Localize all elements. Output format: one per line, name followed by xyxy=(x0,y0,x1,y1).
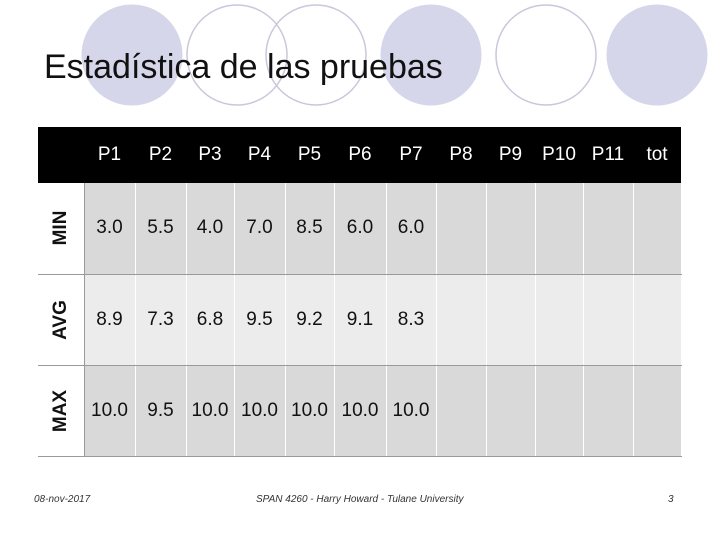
table-cell xyxy=(485,274,536,366)
table-cell xyxy=(485,365,536,457)
row-label-text: AVG xyxy=(49,299,71,340)
header-row: P1 P2 P3 P4 P5 P6 P7 P8 P9 P10 P11 tot xyxy=(38,127,681,183)
table-cell: 7.0 xyxy=(233,183,286,275)
column-header: P8 xyxy=(436,127,486,183)
table-cell: 10.0 xyxy=(185,365,235,457)
row-label-text: MIN xyxy=(49,210,71,246)
table-cell: 5.5 xyxy=(134,183,187,275)
table-cell: 6.0 xyxy=(333,183,387,275)
row-label: MIN xyxy=(38,183,85,275)
table-row: AVG 8.9 7.3 6.8 9.5 9.2 9.1 8.3 xyxy=(38,274,682,366)
stats-table: P1 P2 P3 P4 P5 P6 P7 P8 P9 P10 P11 tot M… xyxy=(38,127,682,457)
table-cell: 10.0 xyxy=(233,365,286,457)
table-cell xyxy=(632,365,682,457)
decor-circle xyxy=(495,4,597,106)
row-label-text: MAX xyxy=(49,389,71,432)
footer-page-number: 3 xyxy=(668,494,674,505)
table-cell: 9.5 xyxy=(233,274,286,366)
table-row: MIN 3.0 5.5 4.0 7.0 8.5 6.0 6.0 xyxy=(38,183,682,275)
table-cell: 8.9 xyxy=(83,274,136,366)
footer-date: 08-nov-2017 xyxy=(34,494,91,505)
column-header: P9 xyxy=(486,127,535,183)
table-cell xyxy=(632,274,682,366)
column-header: P6 xyxy=(334,127,386,183)
table-row: MAX 10.0 9.5 10.0 10.0 10.0 10.0 10.0 xyxy=(38,365,682,457)
table-cell xyxy=(485,183,536,275)
corner-cell xyxy=(38,127,84,183)
table-cell xyxy=(435,183,487,275)
table-cell xyxy=(435,365,487,457)
decor-circle xyxy=(606,4,708,106)
table-cell: 10.0 xyxy=(83,365,136,457)
table-cell: 10.0 xyxy=(284,365,335,457)
decorative-circles xyxy=(81,4,708,106)
table-cell: 6.0 xyxy=(385,183,437,275)
decor-circle xyxy=(81,4,183,106)
column-header: P7 xyxy=(386,127,436,183)
column-header: P11 xyxy=(583,127,633,183)
table-cell: 6.8 xyxy=(185,274,235,366)
table-cell: 8.5 xyxy=(284,183,335,275)
table-cell xyxy=(534,183,584,275)
table-cell: 9.2 xyxy=(284,274,335,366)
decor-circle xyxy=(186,4,288,106)
table-cell xyxy=(534,274,584,366)
column-header: P4 xyxy=(234,127,285,183)
table-cell: 9.1 xyxy=(333,274,387,366)
table-cell xyxy=(534,365,584,457)
decor-circle xyxy=(265,4,367,106)
column-header: P5 xyxy=(285,127,334,183)
table-cell xyxy=(582,365,634,457)
table-cell xyxy=(435,274,487,366)
table-cell: 4.0 xyxy=(185,183,235,275)
table-cell: 7.3 xyxy=(134,274,187,366)
table-cell: 8.3 xyxy=(385,274,437,366)
table-cell: 9.5 xyxy=(134,365,187,457)
row-label: MAX xyxy=(38,365,85,457)
column-header: P10 xyxy=(535,127,583,183)
footer-course-info: SPAN 4260 - Harry Howard - Tulane Univer… xyxy=(256,494,464,505)
table-cell xyxy=(632,183,682,275)
table-cell xyxy=(582,274,634,366)
slide-title: Estadística de las pruebas xyxy=(44,48,443,86)
decor-circle xyxy=(380,4,482,106)
column-header: tot xyxy=(633,127,681,183)
row-label: AVG xyxy=(38,274,85,366)
column-header: P1 xyxy=(84,127,135,183)
column-header: P2 xyxy=(135,127,186,183)
table-cell: 10.0 xyxy=(333,365,387,457)
table-cell: 10.0 xyxy=(385,365,437,457)
column-header: P3 xyxy=(186,127,234,183)
table-cell: 3.0 xyxy=(83,183,136,275)
table-cell xyxy=(582,183,634,275)
